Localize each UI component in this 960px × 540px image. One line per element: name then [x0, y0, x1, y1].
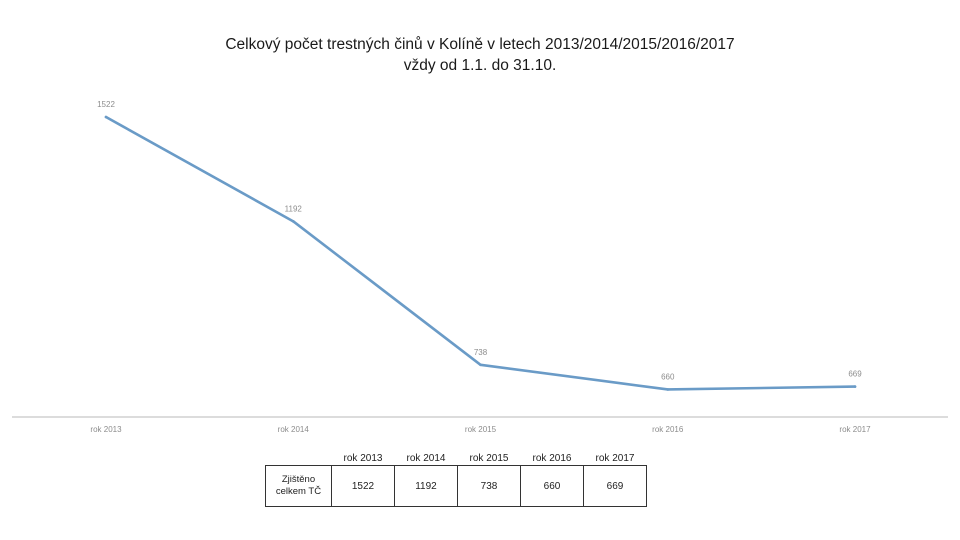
table-header-cell: rok 2016 — [532, 453, 572, 464]
table-cell: 1192 — [394, 465, 458, 507]
data-table: rok 2013 rok 2014 rok 2015 rok 2016 rok … — [265, 444, 647, 507]
data-point — [104, 115, 108, 119]
data-label: 669 — [848, 370, 862, 379]
table-header-row: rok 2013 rok 2014 rok 2015 rok 2016 rok … — [266, 444, 647, 466]
data-point — [853, 385, 857, 388]
x-tick-label: rok 2017 — [839, 425, 871, 434]
table-header-cell: rok 2015 — [469, 453, 509, 464]
x-tick-label: rok 2014 — [278, 425, 310, 434]
table-cell: 738 — [457, 465, 521, 507]
chart-title-line-1: Celkový počet trestných činů v Kolíně v … — [225, 36, 735, 53]
chart-title: Celkový počet trestných činů v Kolíně v … — [0, 34, 960, 76]
data-label: 1522 — [97, 100, 115, 109]
data-point — [291, 220, 295, 223]
table-cell: 660 — [520, 465, 584, 507]
data-label: 1192 — [285, 204, 303, 213]
x-tick-label: rok 2015 — [465, 425, 497, 434]
table-row-label: Zjištěno celkem TČ — [265, 465, 332, 507]
data-label: 738 — [474, 348, 488, 357]
table-row: Zjištěno celkem TČ 1522 1192 738 660 669 — [265, 465, 647, 507]
table-header-cell: rok 2014 — [406, 453, 446, 464]
table-row-label-line-1: Zjištěno — [281, 474, 316, 485]
chart-title-line-2: vždy od 1.1. do 31.10. — [403, 57, 557, 74]
table-cell: 1522 — [331, 465, 395, 507]
data-label: 660 — [661, 372, 675, 381]
table-header-cell: rok 2013 — [343, 453, 383, 464]
table-row-label-line-2: celkem TČ — [275, 486, 322, 497]
x-tick-label: rok 2013 — [90, 425, 122, 434]
table-cell: 669 — [583, 465, 647, 507]
table-header-cell: rok 2017 — [595, 453, 635, 464]
data-point — [479, 363, 482, 367]
x-tick-label: rok 2016 — [652, 425, 684, 434]
data-point — [666, 388, 670, 391]
